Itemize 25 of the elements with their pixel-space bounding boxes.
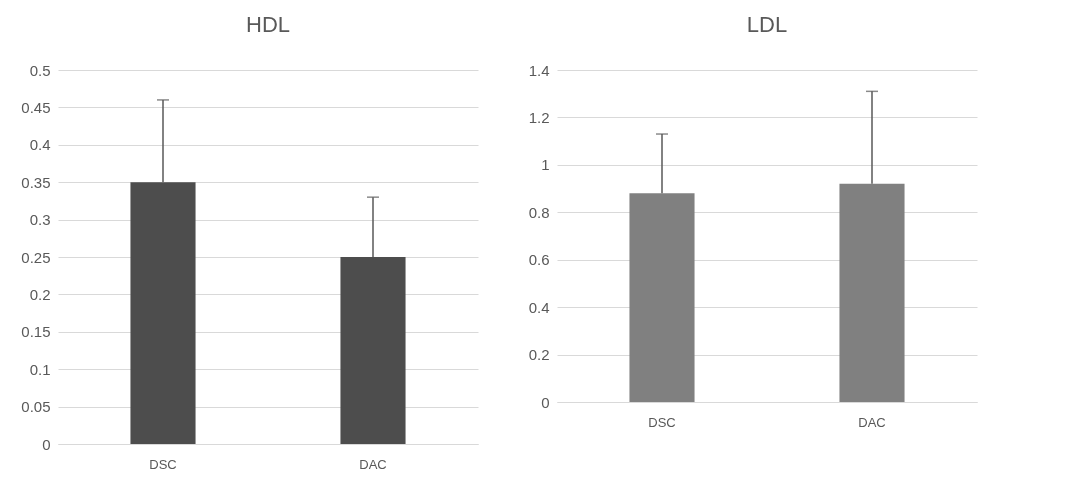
x-tick-label: DAC xyxy=(858,414,886,430)
y-tick-label: 0.1 xyxy=(29,360,51,378)
y-tick-label: 0.15 xyxy=(21,323,51,341)
y-tick-label: 1.4 xyxy=(528,61,550,79)
y-tick-label: 0.4 xyxy=(29,136,51,154)
x-tick-label: DSC xyxy=(648,414,676,430)
chart-title: LDL xyxy=(746,12,788,37)
y-tick-label: 0.5 xyxy=(29,61,51,79)
chart-title: HDL xyxy=(245,12,291,37)
y-tick-label: 1.2 xyxy=(528,108,550,126)
y-tick-label: 0 xyxy=(541,393,550,411)
y-tick-label: 0.2 xyxy=(528,346,550,364)
y-tick-label: 0.6 xyxy=(528,251,550,269)
y-tick-label: 1 xyxy=(541,156,550,174)
y-tick-label: 0.25 xyxy=(21,248,51,266)
y-tick-label: 0.8 xyxy=(528,203,550,221)
y-tick-label: 0.05 xyxy=(21,398,51,416)
y-tick-label: 0.2 xyxy=(29,285,51,303)
y-tick-label: 0.45 xyxy=(21,98,51,116)
y-tick-label: 0 xyxy=(42,435,51,453)
y-tick-label: 0.3 xyxy=(29,211,51,229)
y-tick-label: 0.4 xyxy=(528,298,550,316)
x-tick-label: DSC xyxy=(149,456,177,472)
y-tick-label: 0.35 xyxy=(21,173,51,191)
x-tick-label: DAC xyxy=(359,456,387,472)
